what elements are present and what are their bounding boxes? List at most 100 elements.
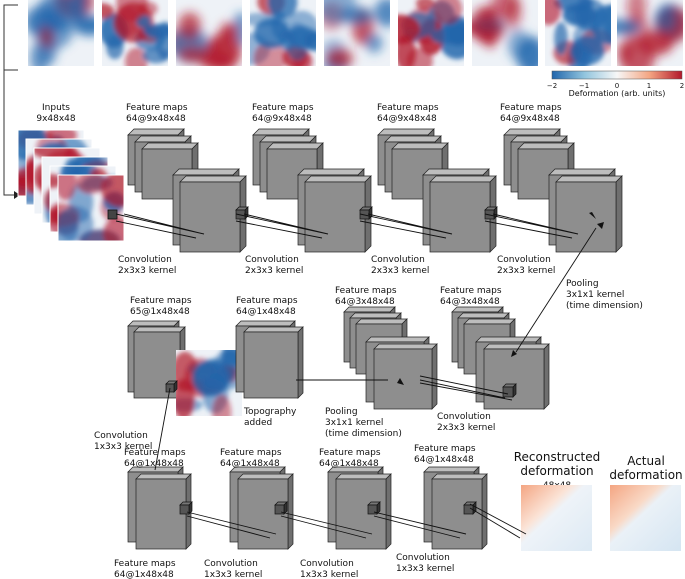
row3-feature-maps (127, 466, 488, 550)
input-frame-thumbnail (472, 0, 538, 66)
row2-dims-3: 64@3x48x48 (335, 297, 395, 307)
feature-map-block (179, 175, 247, 253)
connector-lines (115, 213, 597, 539)
pooling-long-line (515, 227, 597, 353)
row3-title-2: Feature maps (220, 448, 282, 458)
row1-caption-1a: Convolution (118, 255, 172, 265)
kernel-cube (165, 380, 178, 393)
topography-l2: added (244, 418, 272, 428)
kernel-cube (359, 206, 373, 220)
conv-cone-1 (115, 213, 205, 239)
input-frame-layer (57, 174, 125, 242)
conv-left-l1: Convolution (94, 431, 148, 441)
row1-title-1: Feature maps (126, 103, 188, 113)
row1-caption-3a: Convolution (371, 255, 425, 265)
colorbar-tick: −2 (547, 82, 557, 90)
row3-title-3: Feature maps (319, 448, 381, 458)
row3-dims-2: 64@1x48x48 (220, 459, 280, 469)
row3-bottom-title-1: Feature maps (114, 559, 176, 569)
row3-cone-1 (186, 511, 277, 539)
colorbar-tick: 0 (615, 82, 619, 90)
row1-title-4: Feature maps (500, 103, 562, 113)
colorbar-tick: −1 (579, 82, 589, 90)
row3-title-4: Feature maps (414, 444, 476, 454)
row2-title-2: Feature maps (236, 296, 298, 306)
conv-cone-2 (235, 213, 329, 239)
feature-map-block (135, 473, 192, 550)
conv-cone-4 (484, 213, 579, 239)
topography-map (176, 350, 242, 416)
row3-bottom-dims-1: 64@1x48x48 (114, 570, 174, 579)
row1-caption-2b: 2x3x3 kernel (245, 266, 303, 276)
row1-dims-2: 64@9x48x48 (252, 114, 312, 124)
input-frame-thumbnail (398, 0, 464, 66)
reconstructed-deformation-map (521, 485, 592, 551)
input-frame-thumbnail (324, 0, 390, 66)
feature-map-block (373, 343, 438, 410)
conv-cone-3 (359, 213, 453, 239)
input-frame-thumbnail (176, 0, 242, 66)
row3-cone-3 (373, 511, 467, 539)
arrowhead (589, 212, 596, 219)
row3-bottom-title-2: Convolution (204, 559, 258, 569)
colorbar-label: Deformation (arb. units) (569, 89, 666, 98)
inputs-stack (17, 129, 125, 242)
input-frame-thumbnail (545, 0, 611, 66)
reconstructed-title-l2: deformation (520, 464, 593, 478)
row1-feature-maps (127, 128, 623, 253)
bracket-line (3, 4, 18, 196)
row2-dims-2: 64@1x48x48 (236, 307, 296, 317)
conv-row2-l2: 2x3x3 kernel (437, 423, 495, 433)
input-frame-thumbnail (28, 0, 94, 66)
conv-row2-l1: Convolution (437, 412, 491, 422)
row2-title-1: Feature maps (130, 296, 192, 306)
actual-deformation-map (610, 485, 681, 551)
colorbar-ticks: −2 −1 0 1 2 (547, 82, 684, 90)
pooling1-l1: Pooling (566, 279, 599, 289)
row1-dims-4: 64@9x48x48 (500, 114, 560, 124)
inputs-title: Inputs (42, 103, 70, 113)
feature-map-block (483, 343, 550, 410)
row3-bottom-dims-4: 1x3x3 kernel (396, 564, 454, 574)
pooling1-l3: (time dimension) (566, 301, 643, 311)
row1-title-3: Feature maps (377, 103, 439, 113)
input-frame-thumbnail (617, 0, 683, 66)
arrowhead (597, 222, 604, 229)
row1-dims-1: 64@9x48x48 (126, 114, 186, 124)
row3-dims-1: 64@1x48x48 (124, 459, 184, 469)
row3-bottom-dims-3: 1x3x3 kernel (300, 570, 358, 579)
colorbar (551, 70, 683, 80)
conv-left-l2: 1x3x3 kernel (94, 442, 152, 452)
conv-left-line (154, 387, 171, 471)
row2-dims-4: 64@3x48x48 (440, 297, 500, 307)
row3-cone-2 (280, 511, 373, 539)
pooling2-l1: Pooling (325, 407, 358, 417)
row1-title-2: Feature maps (252, 103, 314, 113)
kernel-cube (367, 501, 381, 515)
kernel-cube (502, 383, 517, 398)
row2-feature-maps (127, 306, 550, 416)
kernel-cube (235, 206, 249, 220)
row3-bottom-dims-2: 1x3x3 kernel (204, 570, 262, 579)
feature-map-block (335, 473, 392, 550)
input-frame-thumbnails (28, 0, 683, 66)
row3-bottom-title-4: Convolution (396, 553, 450, 563)
row2-title-4: Feature maps (440, 286, 502, 296)
input-frame-thumbnail (102, 0, 168, 66)
row3-dims-4: 64@1x48x48 (414, 455, 474, 465)
kernel-cube (484, 206, 498, 220)
feature-map-block (555, 175, 623, 253)
bracket-arrowhead (14, 191, 20, 199)
inputs-dims: 9x48x48 (36, 114, 76, 124)
kernel-cube (274, 501, 288, 515)
topography-l1: Topography (243, 407, 297, 417)
row3-title-1: Feature maps (124, 448, 186, 458)
conv-cone-row2 (419, 375, 513, 401)
pooling1-l2: 3x1x1 kernel (566, 290, 624, 300)
colorbar-tick: 1 (647, 82, 651, 90)
row1-caption-2a: Convolution (245, 255, 299, 265)
actual-title-l2: deformation (609, 468, 682, 482)
row2-dims-1: 65@1x48x48 (130, 307, 190, 317)
row1-caption-4a: Convolution (497, 255, 551, 265)
row3-dims-3: 64@1x48x48 (319, 459, 379, 469)
